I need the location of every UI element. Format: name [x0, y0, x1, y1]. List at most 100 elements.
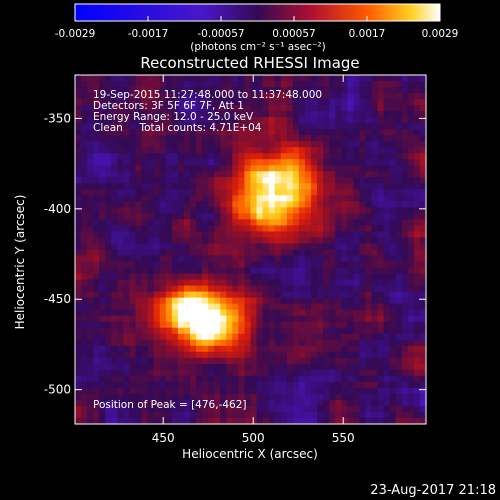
- heatmap-cell: [377, 387, 385, 395]
- heatmap-cell: [93, 135, 100, 142]
- heatmap-cell: [129, 201, 137, 208]
- heatmap-cell: [250, 351, 258, 359]
- heatmap-cell: [99, 189, 106, 196]
- heatmap-cell: [153, 291, 161, 299]
- heatmap-cell: [177, 123, 185, 130]
- heatmap-cell: [298, 303, 306, 311]
- heatmap-cell: [359, 375, 367, 383]
- heatmap-cell: [183, 105, 191, 112]
- heatmap-cell: [220, 285, 227, 293]
- heatmap-cell: [123, 159, 131, 166]
- heatmap-cell: [353, 321, 361, 329]
- heatmap-cell: [87, 105, 94, 112]
- heatmap-cell: [304, 315, 312, 323]
- heatmap-cell: [323, 297, 330, 305]
- heatmap-cell: [135, 417, 143, 424]
- heatmap-cell: [419, 267, 426, 275]
- heatmap-cell: [395, 381, 403, 389]
- heatmap-cell: [250, 315, 258, 323]
- heatmap-cell: [238, 279, 246, 287]
- heatmap-cell: [298, 285, 306, 293]
- heatmap-cell: [292, 273, 300, 281]
- heatmap-cell: [135, 255, 143, 263]
- heatmap-cell: [268, 351, 276, 359]
- heatmap-cell: [389, 75, 397, 82]
- heatmap-cell: [250, 81, 258, 88]
- heatmap-cell: [93, 249, 100, 257]
- heatmap-cell: [317, 381, 324, 389]
- heatmap-cell: [238, 231, 246, 239]
- heatmap-cell: [353, 339, 361, 347]
- heatmap-cell: [153, 273, 161, 281]
- heatmap-cell: [202, 303, 209, 311]
- heatmap-cell: [232, 243, 239, 251]
- heatmap-cell: [256, 147, 264, 154]
- heatmap-cell: [214, 381, 221, 389]
- heatmap-cell: [317, 201, 324, 208]
- heatmap-cell: [335, 261, 342, 269]
- heatmap-cell: [183, 417, 191, 424]
- heatmap-cell: [202, 189, 209, 196]
- heatmap-cell: [347, 291, 354, 299]
- heatmap-cell: [377, 135, 385, 142]
- heatmap-cell: [165, 363, 173, 371]
- heatmap-cell: [347, 387, 354, 395]
- heatmap-cell: [177, 99, 185, 106]
- heatmap-cell: [347, 195, 354, 202]
- heatmap-cell: [189, 339, 197, 347]
- heatmap-cell: [371, 153, 379, 160]
- heatmap-cell: [347, 297, 354, 305]
- heatmap-cell: [232, 111, 239, 118]
- heatmap-cell: [250, 225, 258, 233]
- heatmap-cell: [365, 333, 373, 341]
- heatmap-cell: [371, 237, 379, 245]
- heatmap-cell: [377, 237, 385, 245]
- heatmap-cell: [141, 309, 149, 317]
- heatmap-cell: [238, 81, 246, 88]
- heatmap-cell: [371, 309, 379, 317]
- heatmap-cell: [335, 141, 342, 148]
- heatmap-image: [75, 75, 426, 424]
- heatmap-cell: [353, 309, 361, 317]
- heatmap-cell: [250, 93, 258, 100]
- heatmap-cell: [365, 243, 373, 251]
- heatmap-cell: [341, 417, 348, 424]
- heatmap-cell: [214, 87, 221, 94]
- heatmap-cell: [377, 249, 385, 257]
- heatmap-cell: [117, 135, 125, 142]
- heatmap-cell: [389, 87, 397, 94]
- heatmap-cell: [87, 345, 94, 353]
- heatmap-cell: [99, 171, 106, 178]
- heatmap-cell: [407, 165, 415, 172]
- heatmap-cell: [93, 207, 100, 214]
- heatmap-cell: [347, 243, 354, 251]
- heatmap-cell: [244, 177, 252, 184]
- heatmap-cell: [141, 333, 149, 341]
- heatmap-cell: [407, 123, 415, 130]
- heatmap-cell: [129, 315, 137, 323]
- heatmap-cell: [232, 123, 239, 130]
- heatmap-cell: [165, 315, 173, 323]
- heatmap-cell: [341, 345, 348, 353]
- heatmap-cell: [81, 387, 88, 395]
- heatmap-cell: [220, 363, 227, 371]
- heatmap-cell: [250, 105, 258, 112]
- heatmap-cell: [87, 147, 94, 154]
- heatmap-cell: [395, 339, 403, 347]
- heatmap-cell: [377, 279, 385, 287]
- heatmap-cell: [274, 237, 282, 245]
- heatmap-cell: [365, 417, 373, 424]
- heatmap-cell: [208, 327, 215, 335]
- heatmap-cell: [335, 195, 342, 202]
- heatmap-cell: [244, 273, 252, 281]
- heatmap-cell: [274, 123, 282, 130]
- heatmap-cell: [183, 399, 191, 407]
- heatmap-cell: [123, 279, 131, 287]
- heatmap-cell: [292, 381, 300, 389]
- heatmap-cell: [341, 279, 348, 287]
- heatmap-cell: [329, 99, 336, 106]
- heatmap-cell: [183, 201, 191, 208]
- heatmap-cell: [268, 285, 276, 293]
- heatmap-cell: [329, 363, 336, 371]
- heatmap-cell: [395, 81, 403, 88]
